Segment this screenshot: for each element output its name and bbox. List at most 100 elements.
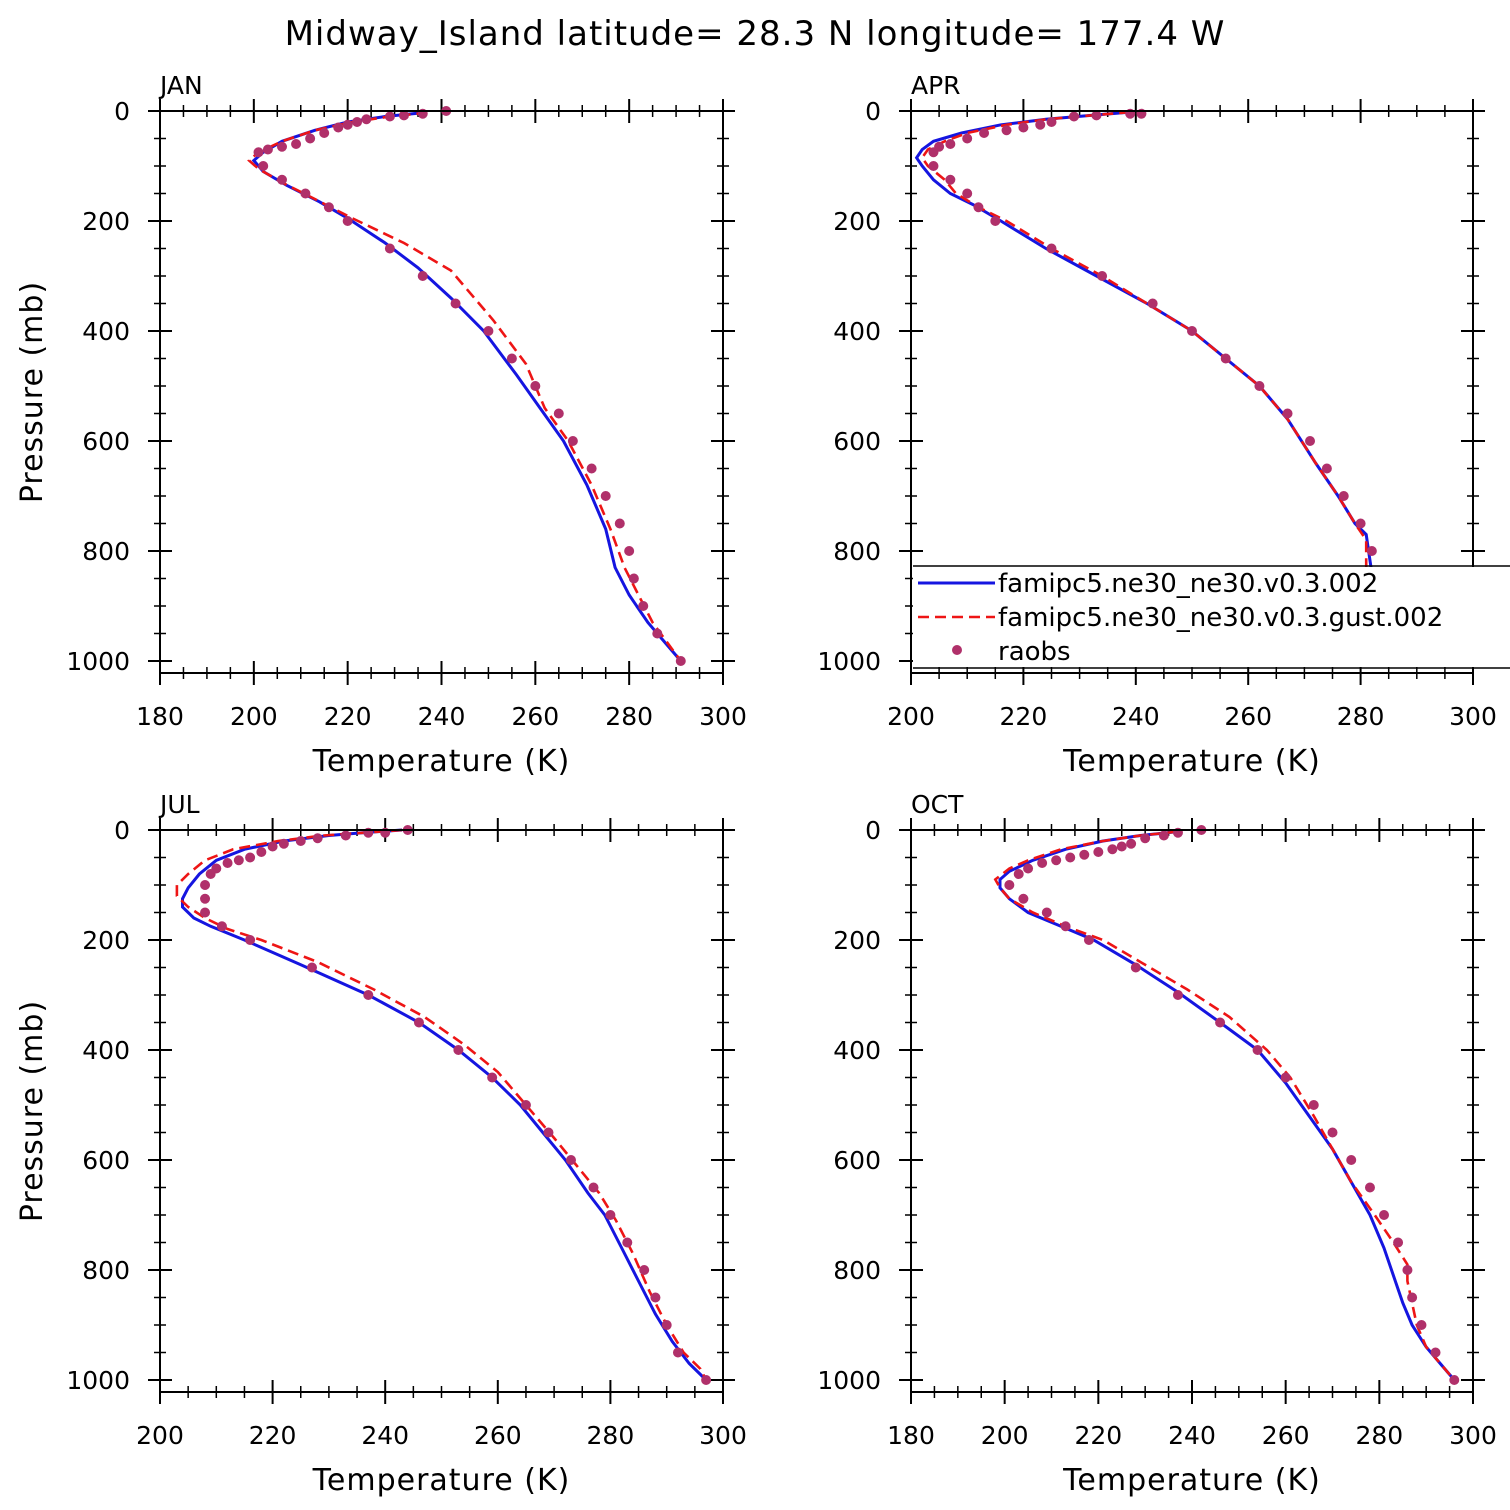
y-tick-label: 0 [114,816,130,845]
raobs-point [1172,990,1183,1000]
raobs-point [675,656,686,666]
raobs-point [342,216,353,226]
raobs-point [1068,111,1079,122]
raobs-point [1126,838,1137,849]
raobs-point [600,491,611,501]
raobs-point [567,436,578,446]
series-line-red-dashed [247,111,682,662]
raobs-point [990,216,1001,226]
raobs-point [1001,125,1012,136]
raobs-point [1018,122,1029,133]
series-line-red-dashed [993,830,1456,1381]
raobs-point [1130,962,1141,973]
x-tick-label: 260 [511,702,559,731]
raobs-point [979,128,990,138]
raobs-point [1321,463,1332,474]
y-tick-label: 0 [865,816,881,845]
series-line-blue-solid [998,830,1456,1381]
series-line-blue-solid [181,828,708,1382]
panel-label-jul: JUL [158,790,200,819]
series-line-red-dashed [175,828,708,1381]
x-tick-label: 300 [1449,1421,1497,1450]
raobs-point [1023,863,1034,874]
raobs-point [1037,858,1048,868]
x-tick-label: 220 [1074,1421,1122,1450]
x-tick-label: 180 [887,1421,935,1450]
y-tick-label: 400 [82,317,130,346]
raobs-point [1013,869,1024,879]
x-tick-label: 220 [1000,702,1048,731]
panel-label-oct: OCT [911,790,964,819]
series-raobs-dot [200,825,712,1385]
raobs-point [1116,841,1127,852]
raobs-point [245,852,256,863]
y-tick-label: 0 [865,97,881,126]
raobs-point [1355,518,1366,529]
raobs-point [1093,847,1104,857]
raobs-point [1147,298,1158,309]
x-axis-label: Temperature (K) [1062,1463,1321,1498]
raobs-point [222,858,233,868]
raobs-point [1215,1017,1226,1028]
raobs-point [928,147,939,158]
raobs-point [588,1182,599,1193]
raobs-point [200,880,211,890]
raobs-point [1140,833,1151,844]
y-tick-label: 0 [114,97,130,126]
raobs-point [1051,855,1062,866]
x-tick-label: 200 [981,1421,1029,1450]
raobs-point [1346,1155,1357,1165]
axis-ticks [148,99,735,685]
y-axis-label: Pressure (mb) [15,281,50,503]
raobs-point [962,133,973,144]
raobs-point [1046,117,1057,127]
y-tick-label: 200 [82,207,130,236]
x-tick-label: 240 [1168,1421,1216,1450]
raobs-point [628,573,639,584]
x-tick-label: 220 [324,702,372,731]
legend-label-model1: famipc5.ne30_ne30.v0.3.002 [998,569,1378,599]
legend: famipc5.ne30_ne30.v0.3.002 famipc5.ne30_… [913,565,1510,669]
x-tick-label: 260 [1224,702,1272,731]
raobs-point [398,110,409,121]
raobs-point [1107,844,1118,855]
x-tick-label: 240 [361,1421,409,1450]
raobs-point [319,128,330,138]
raobs-point [1393,1237,1404,1248]
plot-frame [159,829,724,1393]
raobs-point [307,962,318,973]
x-tick-label: 180 [136,702,184,731]
raobs-point [1046,243,1057,254]
raobs-point [1430,1347,1441,1358]
raobs-point [487,1072,498,1083]
x-tick-label: 280 [1337,702,1385,731]
raobs-point [553,408,564,419]
y-tick-label: 600 [82,427,130,456]
raobs-point [1083,935,1094,945]
raobs-point [1308,1100,1319,1110]
raobs-point [450,298,461,309]
raobs-point [1402,1265,1413,1275]
raobs-point [276,141,287,152]
y-tick-label: 400 [833,1036,881,1065]
raobs-point [1079,849,1090,860]
raobs-point [333,122,344,133]
raobs-point [652,628,663,639]
series-line-blue-solid [251,111,682,662]
raobs-point [323,202,334,213]
raobs-point [256,847,267,857]
plot-frame [910,829,1474,1393]
raobs-point [973,202,984,213]
figure-title: Midway_Island latitude= 28.3 N longitude… [285,14,1226,54]
raobs-point [233,855,244,866]
y-tick-label: 600 [833,1146,881,1175]
x-tick-label: 220 [249,1421,297,1450]
raobs-point [1220,353,1231,364]
raobs-point [622,1237,633,1248]
raobs-point [1252,1045,1263,1055]
y-tick-label: 400 [833,317,881,346]
x-tick-label: 200 [136,1421,184,1450]
